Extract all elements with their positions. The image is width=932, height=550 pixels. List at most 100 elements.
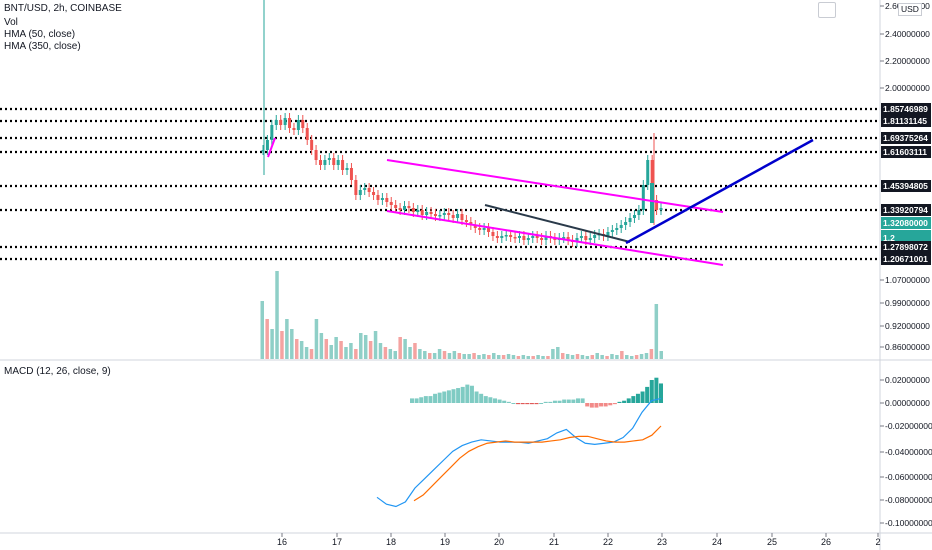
volume-bar	[511, 355, 516, 359]
time-tick-label: 22	[603, 537, 613, 547]
level-price-label: 1.85746989	[883, 104, 928, 114]
candle-body	[425, 212, 429, 215]
volume-bar	[309, 349, 314, 359]
volume-bar	[575, 354, 580, 359]
settings-button[interactable]	[818, 2, 836, 18]
signal-line	[413, 425, 662, 502]
volume-bar	[526, 356, 530, 359]
candle-body	[354, 180, 358, 195]
candle-body	[438, 215, 442, 217]
candle-body	[318, 160, 322, 165]
currency-button[interactable]: USD	[898, 3, 922, 16]
candle-body	[261, 150, 265, 152]
legend-macd: MACD (12, 26, close, 9)	[4, 366, 111, 377]
macd-histogram-bar	[525, 403, 530, 405]
time-tick-label: 2	[875, 537, 880, 547]
candle-body	[341, 160, 345, 170]
macd-histogram-bar	[594, 403, 599, 408]
macd-histogram-bar	[552, 400, 557, 403]
macd-histogram-bar	[622, 400, 627, 403]
candle-body	[323, 160, 327, 165]
volume-bar	[492, 353, 496, 359]
macd-histogram-bar	[626, 398, 631, 403]
time-tick-label: 19	[440, 537, 450, 547]
candle-body	[279, 120, 283, 125]
volume-bar	[649, 349, 654, 359]
volume-bar	[620, 351, 624, 359]
macd-histogram-bar	[520, 403, 525, 405]
candle-body	[442, 213, 446, 215]
macd-histogram-bar	[539, 403, 544, 404]
volume-bar	[659, 351, 663, 359]
price-tick-label: 2.40000000	[885, 29, 930, 39]
volume-bar	[639, 354, 644, 359]
time-tick-label: 21	[549, 537, 559, 547]
time-tick-label: 25	[767, 537, 777, 547]
volume-bar	[290, 329, 294, 359]
candle-body	[482, 228, 486, 230]
macd-histogram-bar	[589, 403, 594, 408]
candle-body	[301, 120, 305, 128]
candle-body	[283, 118, 287, 125]
macd-histogram-bar	[645, 386, 650, 403]
macd-histogram-bar	[548, 401, 553, 403]
level-price-label-bg	[881, 132, 931, 144]
volume-bar	[354, 349, 358, 359]
macd-histogram-bar	[483, 396, 488, 403]
candle-body	[411, 208, 415, 212]
volume-bar	[285, 319, 289, 359]
volume-bar	[423, 351, 427, 359]
time-tick-label: 17	[332, 537, 342, 547]
macd-histogram-bar	[599, 403, 604, 407]
volume-bar	[501, 355, 506, 359]
level-price-label-bg	[881, 253, 931, 265]
volume-bar	[398, 337, 402, 359]
level-price-label-bg	[881, 180, 931, 192]
candle-body	[531, 236, 535, 238]
candle-body	[566, 237, 570, 240]
candle-body	[606, 232, 610, 236]
candle-body	[389, 202, 393, 205]
volume-bar	[304, 347, 309, 359]
volume-bar	[560, 353, 565, 359]
volume-bar	[437, 349, 442, 359]
volume-bar	[516, 356, 521, 359]
level-price-label: 1.33920794	[883, 205, 928, 215]
macd-histogram-bar	[603, 403, 608, 407]
macd-histogram-bar	[488, 397, 493, 403]
volume-bar	[600, 355, 604, 359]
macd-histogram-bar	[562, 399, 567, 403]
candle-body	[632, 215, 636, 218]
candle-body	[544, 236, 548, 240]
macd-histogram-bar	[437, 392, 442, 403]
macd-histogram-bar	[566, 399, 571, 403]
macd-tick-label: 0.02000000	[885, 375, 930, 385]
volume-bar	[319, 333, 324, 359]
candle-body	[332, 158, 336, 165]
macd-histogram-bar	[659, 383, 663, 403]
volume-bar	[418, 349, 422, 359]
candle-body	[491, 232, 495, 236]
volume-bar	[403, 339, 407, 359]
candle-body	[416, 210, 420, 212]
level-price-label-bg	[881, 241, 931, 253]
volume-bar	[413, 343, 417, 359]
macd-histogram-bar	[557, 400, 562, 403]
macd-histogram-bar	[456, 388, 461, 403]
volume-bar	[462, 354, 466, 359]
legend-hma50: HMA (50, close)	[4, 29, 76, 40]
candle-body	[265, 140, 269, 150]
level-price-label: 1.27898072	[883, 242, 928, 252]
candle-body	[562, 237, 566, 239]
candle-body	[650, 160, 654, 200]
macd-histogram-bar	[640, 391, 645, 403]
volume-bar	[546, 356, 550, 359]
volume-bar	[383, 347, 388, 359]
macd-histogram-bar	[502, 400, 507, 403]
volume-bar	[467, 354, 471, 359]
candle-body	[349, 168, 353, 180]
candle-body	[584, 236, 588, 240]
candle-body	[403, 206, 407, 210]
